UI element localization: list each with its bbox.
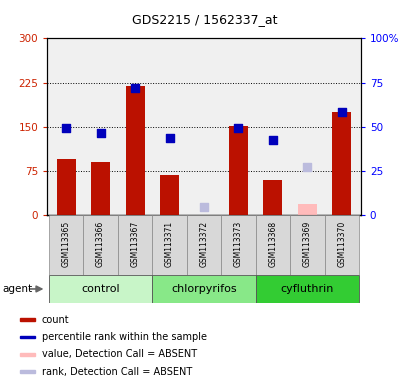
Point xyxy=(166,136,172,142)
Bar xyxy=(117,215,152,275)
Bar xyxy=(290,215,324,275)
Text: GSM113370: GSM113370 xyxy=(337,220,346,267)
Bar xyxy=(91,162,110,215)
Point xyxy=(303,164,310,170)
Text: GSM113369: GSM113369 xyxy=(302,220,311,267)
Text: control: control xyxy=(81,284,119,294)
Text: value, Detection Call = ABSENT: value, Detection Call = ABSENT xyxy=(42,349,196,359)
Bar xyxy=(56,159,75,215)
Bar xyxy=(186,215,221,275)
Text: GSM113366: GSM113366 xyxy=(96,220,105,267)
Point xyxy=(97,129,103,136)
Point xyxy=(63,125,69,131)
Point xyxy=(235,125,241,131)
Bar xyxy=(255,275,358,303)
Text: agent: agent xyxy=(2,284,32,294)
Bar xyxy=(160,175,179,215)
Text: GSM113368: GSM113368 xyxy=(268,220,277,266)
Bar xyxy=(324,215,358,275)
Bar xyxy=(263,180,282,215)
Text: GSM113373: GSM113373 xyxy=(234,220,243,267)
Point xyxy=(338,109,344,115)
Text: GSM113365: GSM113365 xyxy=(61,220,70,267)
Bar xyxy=(152,275,255,303)
Text: GSM113367: GSM113367 xyxy=(130,220,139,267)
Text: count: count xyxy=(42,314,69,325)
Text: chlorpyrifos: chlorpyrifos xyxy=(171,284,236,294)
Bar xyxy=(125,86,144,215)
Bar xyxy=(20,353,35,356)
Bar xyxy=(152,215,186,275)
Bar xyxy=(20,370,35,373)
Bar xyxy=(20,318,35,321)
Point xyxy=(200,204,207,210)
Text: GSM113371: GSM113371 xyxy=(164,220,173,266)
Text: GSM113372: GSM113372 xyxy=(199,220,208,266)
Bar xyxy=(49,275,152,303)
Bar xyxy=(228,126,247,215)
Text: percentile rank within the sample: percentile rank within the sample xyxy=(42,332,206,342)
Bar xyxy=(332,112,351,215)
Bar xyxy=(255,215,290,275)
Bar xyxy=(221,215,255,275)
Bar xyxy=(297,204,316,215)
Point xyxy=(269,137,276,143)
Bar xyxy=(20,336,35,338)
Text: cyfluthrin: cyfluthrin xyxy=(280,284,333,294)
Bar xyxy=(49,215,83,275)
Bar xyxy=(83,215,117,275)
Point xyxy=(131,85,138,91)
Text: rank, Detection Call = ABSENT: rank, Detection Call = ABSENT xyxy=(42,366,191,377)
Text: GDS2215 / 1562337_at: GDS2215 / 1562337_at xyxy=(132,13,277,26)
